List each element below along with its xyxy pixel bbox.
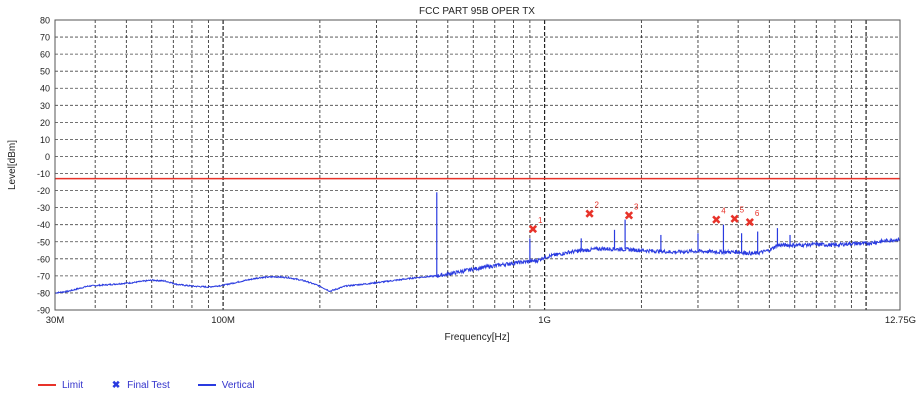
y-tick-label: -50 bbox=[37, 237, 50, 247]
y-tick-label: -70 bbox=[37, 271, 50, 281]
y-tick-label: -80 bbox=[37, 288, 50, 298]
x-tick-label: 1G bbox=[538, 315, 551, 326]
final-test-marker-stroke bbox=[730, 214, 739, 223]
legend-item-limit: Limit bbox=[38, 380, 83, 391]
x-tick-label: 12.75G bbox=[885, 315, 916, 326]
final-test-marker bbox=[712, 215, 721, 224]
final-test-marker-label: 5 bbox=[740, 206, 745, 215]
legend-item-vertical: Vertical bbox=[197, 379, 255, 391]
final-test-marker-stroke bbox=[712, 215, 721, 224]
final-test-marker-label: 1 bbox=[538, 216, 543, 225]
y-tick-label: -20 bbox=[37, 186, 50, 196]
axes: 80 70 60 50 40 30 20 10 0 -10 -20 -30 -40 -50 -60 -70 -8… bbox=[37, 16, 916, 327]
y-tick-label: 70 bbox=[40, 33, 50, 43]
x-axis-label: Frequency[Hz] bbox=[444, 332, 509, 343]
legend-label-vertical: Vertical bbox=[221, 379, 255, 391]
y-tick-label: 20 bbox=[40, 118, 50, 128]
y-tick-label: -90 bbox=[37, 306, 50, 316]
final-test-marker-label: 6 bbox=[755, 209, 760, 218]
final-test-marker-label: 3 bbox=[634, 202, 639, 211]
final-test-marker bbox=[730, 214, 739, 223]
y-tick-label: 0 bbox=[45, 152, 50, 162]
y-axis-label: Level[dBm] bbox=[7, 140, 18, 190]
final-test-marker-label: 4 bbox=[721, 207, 726, 216]
series-line-vertical bbox=[54, 237, 901, 294]
final-test-marker bbox=[745, 218, 754, 227]
final-test-marker-stroke bbox=[585, 209, 594, 218]
final-test-marker bbox=[585, 209, 594, 218]
y-tick-label: -40 bbox=[37, 220, 50, 230]
final-test-marker-stroke bbox=[528, 224, 538, 234]
chart-title: FCC PART 95B OPER TX bbox=[419, 6, 535, 17]
series-layer bbox=[54, 177, 901, 294]
legend-item-final-test: ✖ Final Test bbox=[111, 380, 170, 391]
plot-background bbox=[55, 20, 900, 310]
final-test-marker bbox=[528, 224, 538, 234]
y-tick-label: 60 bbox=[40, 50, 50, 60]
final-test-marker-label: 2 bbox=[595, 201, 600, 210]
y-tick-label: -10 bbox=[37, 169, 50, 179]
x-tick-label: 100M bbox=[211, 315, 235, 326]
y-tick-label: -60 bbox=[37, 254, 50, 264]
plot-frame bbox=[54, 19, 901, 311]
y-tick-label: -30 bbox=[37, 203, 50, 213]
legend: Limit ✖ Final Test Vertical bbox=[38, 378, 283, 392]
y-tick-label: 50 bbox=[40, 67, 50, 77]
final-test-markers: 1 2 3 4 5 6 bbox=[528, 201, 760, 234]
final-test-marker-stroke bbox=[624, 211, 634, 220]
y-tick-label: 30 bbox=[40, 101, 50, 111]
legend-swatch-limit bbox=[38, 384, 56, 386]
x-tick-label: 30M bbox=[46, 315, 65, 326]
legend-swatch-final-test-icon: ✖ bbox=[111, 379, 121, 391]
final-test-marker-stroke bbox=[745, 218, 754, 227]
legend-label-limit: Limit bbox=[62, 379, 84, 391]
y-tick-label: 40 bbox=[40, 84, 50, 94]
final-test-marker bbox=[624, 211, 634, 220]
y-tick-label: 10 bbox=[40, 135, 50, 145]
legend-swatch-vertical bbox=[197, 384, 216, 386]
grid bbox=[55, 20, 900, 310]
y-tick-label: 80 bbox=[40, 16, 50, 26]
legend-label-final-test: Final Test bbox=[127, 379, 170, 391]
